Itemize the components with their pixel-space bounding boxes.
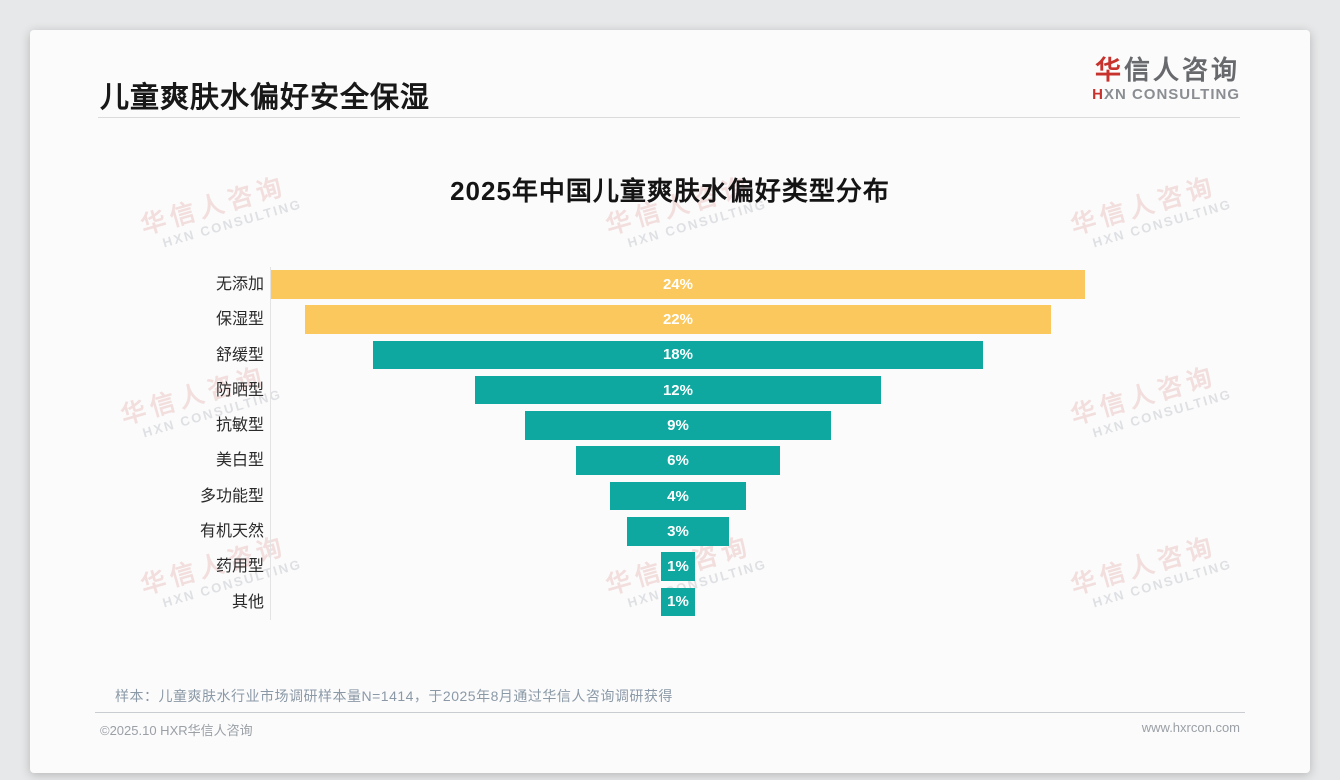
category-label: 保湿型 [215,311,264,329]
funnel-bar[interactable]: 4% [610,481,746,511]
category-label: 无添加 [215,276,264,293]
report-card: 华信人咨询 HXN CONSULTING 华信人咨询 HXN CONSULTING 华信… [30,30,1310,773]
funnel-bar[interactable]: 9% [525,411,831,440]
company-logo: 华信人咨询 HXN CONSULTING [1092,55,1240,103]
sample-note: 样本：儿童爽肤水行业市场调研样本量N=1414，于2025年8月通过华信人咨询调… [115,688,673,704]
funnel-bar[interactable]: 6% [576,446,780,475]
funnel-chart: 无添加 24% 保湿型 22% 舒缓型 18% 防晒型 12% 抗敏型 9% 美白型 6% 多功能型 4%… [100,267,1240,620]
chart-row: 药用型 1% [100,549,1240,584]
bar-value-label: 1% [667,558,689,576]
funnel-bar[interactable]: 3% [627,517,729,546]
copyright-text: ©2025.10 HXR华信人咨询 [100,723,253,738]
logo-english-text: HXN CONSULTING [1092,86,1240,103]
category-label: 其他 [231,593,264,611]
logo-en-rest: XN CONSULTING [1103,85,1240,103]
header-divider [98,117,1240,118]
chart-row: 多功能型 4% [100,479,1240,514]
bar-value-label: 18% [662,346,693,364]
website-link[interactable]: www.hxrcon.com [1141,720,1240,735]
bar-value-label: 6% [667,452,689,470]
bar-value-label: 3% [667,522,689,540]
chart-row: 舒缓型 18% [100,338,1240,373]
logo-chinese-text: 华信人咨询 [1092,55,1240,86]
bar-value-label: 1% [667,593,689,611]
category-label: 美白型 [215,452,264,470]
funnel-bar[interactable]: 24% [271,270,1085,299]
bar-value-label: 12% [662,381,693,399]
chart-row: 保湿型 22% [100,302,1240,337]
category-label: 多功能型 [199,487,264,505]
bar-value-label: 24% [662,275,693,293]
chart-row: 美白型 6% [100,443,1240,478]
logo-accent-letter: H [1092,85,1104,103]
footer-bar: ©2025.10 HXR华信人咨询 www.hxrcon.com [100,720,1240,739]
bar-value-label: 22% [662,311,693,329]
category-label: 舒缓型 [215,346,264,364]
bar-value-label: 4% [667,487,689,505]
chart-row: 防晒型 12% [100,373,1240,408]
category-label: 抗敏型 [215,417,264,435]
footer-divider [95,712,1245,713]
category-label: 防晒型 [215,381,264,399]
funnel-bar[interactable]: 18% [372,340,984,370]
logo-accent-char: 华 [1094,55,1124,85]
category-label: 有机天然 [199,523,264,541]
chart-row: 无添加 24% [100,267,1240,302]
logo-cn-rest: 信人咨询 [1123,55,1240,85]
chart-row: 其他 1% [100,585,1240,620]
chart-title: 2025年中国儿童爽肤水偏好类型分布 [450,176,890,206]
funnel-bar[interactable]: 22% [305,305,1051,334]
funnel-bar[interactable]: 12% [474,375,882,405]
chart-row: 有机天然 3% [100,514,1240,549]
page-title: 儿童爽肤水偏好安全保湿 [100,82,431,114]
funnel-bar[interactable]: 1% [661,552,695,581]
bar-value-label: 9% [667,416,689,434]
chart-row: 抗敏型 9% [100,408,1240,443]
funnel-bar[interactable]: 1% [661,587,695,617]
category-label: 药用型 [215,558,264,576]
